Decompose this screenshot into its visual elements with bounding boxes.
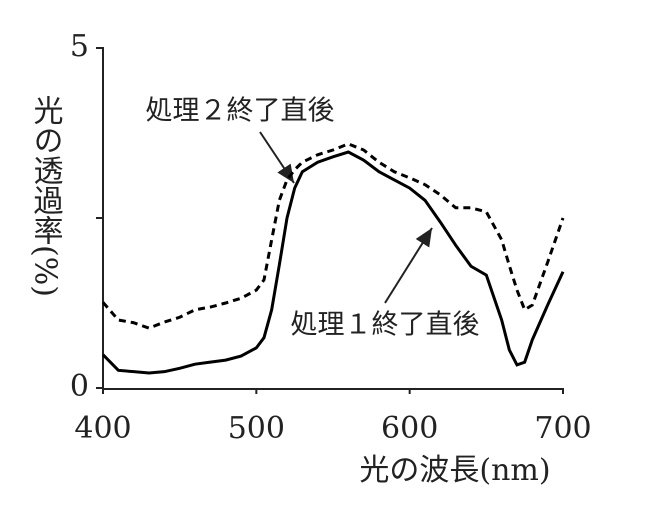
y-tick-label: 5 <box>70 29 89 64</box>
x-tick-label: 700 <box>534 411 591 446</box>
line <box>101 142 565 330</box>
x-axis-label: 光の波長(nm) <box>359 453 550 488</box>
x-tick-label: 600 <box>381 411 438 446</box>
y-axis-label: 光の透過率(%) <box>28 95 64 297</box>
x-tick-label: 500 <box>228 411 285 446</box>
annotation: 処理２終了直後 <box>146 96 335 127</box>
annotation: 処理１終了直後 <box>291 310 480 341</box>
arrow <box>259 131 295 184</box>
x-tick-label: 400 <box>74 411 131 446</box>
y-tick-label: 0 <box>70 369 89 404</box>
line <box>101 150 565 375</box>
arrow <box>384 227 433 304</box>
